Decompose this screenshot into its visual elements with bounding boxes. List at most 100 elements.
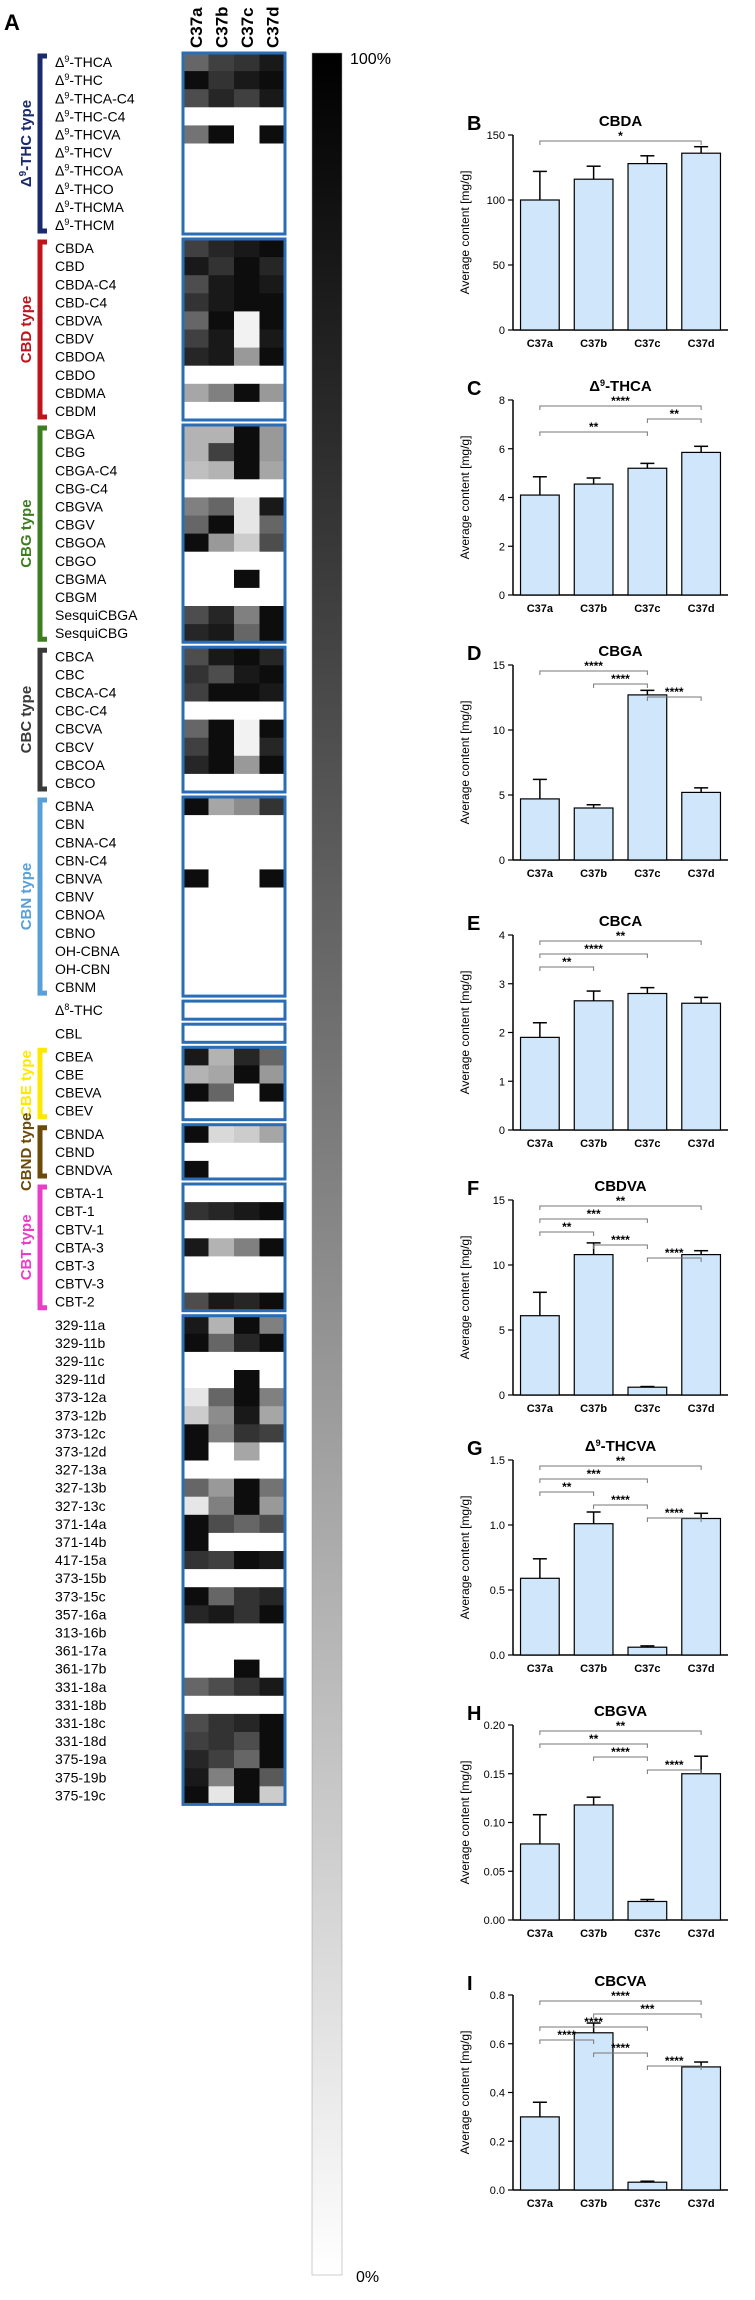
x-tick-label: C37c xyxy=(634,1403,660,1415)
heatmap-cell xyxy=(259,107,286,126)
heatmap-cell xyxy=(183,1083,209,1102)
heatmap-cell xyxy=(208,569,235,589)
bar xyxy=(627,1646,668,1656)
heatmap-cell xyxy=(183,1460,209,1479)
heatmap-cell xyxy=(208,551,235,571)
row-label: 331-18b xyxy=(55,1697,107,1713)
row-label: Δ9-THCA xyxy=(55,54,113,70)
x-tick-label: C37b xyxy=(580,1138,607,1150)
heatmap-cell xyxy=(183,383,209,403)
row-label: CBNDA xyxy=(55,1126,105,1142)
heatmap-cell xyxy=(259,719,286,739)
heatmap-cell xyxy=(183,1551,209,1570)
heatmap-cell xyxy=(259,1047,286,1066)
heatmap-cell xyxy=(183,737,209,757)
heatmap-cell xyxy=(183,1569,209,1588)
chart-title: CBGVA xyxy=(594,1703,647,1720)
row-label: CBND xyxy=(55,1144,95,1160)
row-label: 329-11a xyxy=(55,1317,106,1333)
y-tick-label: 2 xyxy=(499,1028,505,1040)
heatmap-cell xyxy=(183,755,209,775)
significance-bracket xyxy=(646,2065,702,2070)
bar xyxy=(573,483,614,596)
column-label: C37d xyxy=(263,6,282,48)
row-label: Δ9-THC xyxy=(55,72,103,88)
row-label: CBEVA xyxy=(55,1085,102,1101)
heatmap-cell xyxy=(183,1220,209,1239)
heatmap-cell xyxy=(183,107,209,126)
chart-title: Δ9-THCVA xyxy=(585,1438,657,1455)
significance-bracket xyxy=(593,2013,702,2018)
heatmap-cell xyxy=(234,1047,260,1066)
row-label: SesquiCBG xyxy=(55,625,128,641)
y-axis-label: Average content [mg/g] xyxy=(458,1236,472,1360)
significance-label: **** xyxy=(584,2015,603,2029)
significance-bracket xyxy=(646,1257,702,1262)
significance-bracket xyxy=(539,1491,595,1496)
significance-bracket xyxy=(593,683,648,688)
heatmap-cell xyxy=(208,887,235,906)
heatmap-cell xyxy=(208,257,235,276)
heatmap-cell xyxy=(183,347,209,367)
heatmap-cell xyxy=(234,1732,260,1751)
significance-label: **** xyxy=(665,2054,684,2068)
row-label: CBDA-C4 xyxy=(55,276,117,292)
significance-label: **** xyxy=(611,1493,630,1507)
y-tick-label: 5 xyxy=(499,790,505,802)
heatmap-cell xyxy=(208,1315,235,1335)
heatmap-cell xyxy=(183,239,209,258)
heatmap-cell xyxy=(259,1659,286,1679)
heatmap-cell xyxy=(208,797,235,816)
heatmap-cell xyxy=(234,1496,260,1516)
heatmap-cell xyxy=(234,197,260,217)
heatmap-cell xyxy=(208,1220,235,1239)
row-label: 373-12a xyxy=(55,1389,107,1405)
y-axis-label: Average content [mg/g] xyxy=(458,971,472,1095)
heatmap-cell xyxy=(208,665,235,684)
group-label: CBND type xyxy=(18,1113,35,1191)
heatmap-cell xyxy=(259,1333,286,1353)
heatmap-cell xyxy=(259,143,286,162)
row-label: CBDM xyxy=(55,403,96,419)
heatmap-cell xyxy=(183,569,209,589)
bar-chart-c: C Δ9-THCA 0 2 4 6 8 Average content [mg/g] C37a C… xyxy=(458,378,728,615)
heatmap-cell xyxy=(234,1184,260,1203)
significance-label: ** xyxy=(670,407,680,421)
heatmap-cell xyxy=(259,215,286,235)
heatmap-cell xyxy=(234,1083,260,1102)
row-label: CBCA xyxy=(55,648,95,664)
heatmap-cell xyxy=(208,1659,235,1679)
heatmap-cell xyxy=(208,1388,235,1407)
significance-bracket xyxy=(646,418,702,423)
heatmap-cell xyxy=(259,701,286,720)
heatmap-cell xyxy=(234,1001,260,1020)
y-tick-label: 1.5 xyxy=(490,1455,505,1467)
bar xyxy=(573,178,614,331)
row-label: 373-15c xyxy=(55,1588,106,1604)
heatmap-cell xyxy=(208,1184,235,1203)
bar xyxy=(573,1253,614,1396)
heatmap-cell xyxy=(234,443,260,462)
heatmap-cell xyxy=(234,1238,260,1257)
heatmap-cell xyxy=(259,401,286,421)
heatmap-cell xyxy=(183,833,209,852)
heatmap-cell xyxy=(183,479,209,498)
row-label: 331-18c xyxy=(55,1715,106,1731)
heatmap-cell xyxy=(183,71,209,90)
heatmap-cell xyxy=(234,1065,260,1084)
x-tick-label: C37c xyxy=(634,2198,660,2210)
heatmap-cell xyxy=(183,161,209,181)
heatmap-cell xyxy=(234,606,260,625)
heatmap-cell xyxy=(183,1659,209,1679)
heatmap-cell xyxy=(234,815,260,834)
heatmap-cell xyxy=(234,1532,260,1552)
heatmap-cell xyxy=(183,773,209,793)
heatmap-cell xyxy=(183,1370,209,1389)
heatmap-cell xyxy=(183,1750,209,1769)
row-label: CBE xyxy=(55,1067,84,1083)
significance-label: *** xyxy=(587,1207,601,1221)
heatmap-cell xyxy=(208,1351,235,1371)
heatmap-cell xyxy=(234,1424,260,1443)
significance-bracket xyxy=(593,1244,648,1249)
x-tick-label: C37c xyxy=(634,1663,660,1675)
